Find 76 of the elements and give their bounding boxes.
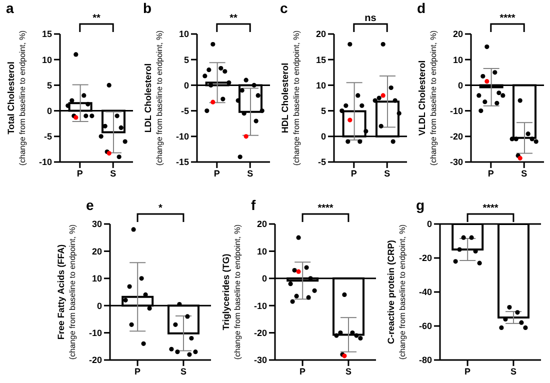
y-tick-label: 20 xyxy=(256,219,267,230)
y-tick-label: 0 xyxy=(262,274,267,284)
y-axis-title: HDL Cholesterol (change from baseline to endpoint, %) xyxy=(280,30,301,166)
y-tick-label: 10 xyxy=(178,29,189,40)
y-tick-label: 0 xyxy=(46,106,52,116)
x-tick-label: P xyxy=(464,366,471,376)
y-tick-label: 5 xyxy=(184,54,189,65)
y-tick-label: -40 xyxy=(418,287,432,298)
text: * xyxy=(158,203,163,214)
y-axis-title: Total Cholesterol (change from baseline to endpoint, %) xyxy=(6,30,27,166)
y-tick-label: -20 xyxy=(88,355,102,366)
y-tick-label: 0 xyxy=(458,80,463,90)
y-tick-label: -10 xyxy=(176,132,189,142)
text: ns xyxy=(364,13,377,24)
x-tick-label: S xyxy=(384,168,390,178)
x-tick-label: S xyxy=(110,168,116,178)
y-tick-label: -10 xyxy=(254,300,267,311)
y-tick-label: 5 xyxy=(46,80,52,90)
y-tick-label: -20 xyxy=(254,328,267,338)
y-tick-label: -60 xyxy=(418,321,432,332)
y-tick-label: 15 xyxy=(42,29,52,40)
text: **** xyxy=(482,203,498,214)
y-tick-label: -10 xyxy=(38,157,52,168)
y-tick-label: -20 xyxy=(418,253,432,264)
y-axis-title: C-reactive protein (CRP) (change from baseline to endpoint, %) xyxy=(386,224,407,360)
x-tick-label: S xyxy=(247,168,254,178)
text: ** xyxy=(92,13,100,24)
y-tick-label: -10 xyxy=(88,328,102,338)
y-axis-title: VLDL Cholesterol (change from baseline to endpoint, %) xyxy=(417,30,438,166)
y-tick-label: 20 xyxy=(92,246,102,256)
y-tick-label: -30 xyxy=(450,157,463,168)
y-tick-label: 10 xyxy=(92,274,102,284)
x-tick-label: P xyxy=(214,168,220,178)
text: ** xyxy=(230,13,238,24)
chart-title: a xyxy=(6,0,14,16)
y-tick-label: -15 xyxy=(176,157,189,168)
y-tick-label: 10 xyxy=(42,54,52,65)
y-axis-title: LDL Cholesterol (change from baseline to endpoint, %) xyxy=(143,30,164,166)
y-tick-label: 0 xyxy=(96,300,102,311)
y-tick-label: 10 xyxy=(316,80,326,90)
x-tick-label: P xyxy=(488,168,494,178)
chart-title: e xyxy=(86,197,94,213)
y-tick-label: -10 xyxy=(450,106,463,116)
x-tick-label: S xyxy=(180,366,186,376)
y-tick-label: 10 xyxy=(452,54,463,65)
y-tick-label: -30 xyxy=(254,355,267,366)
y-tick-label: 30 xyxy=(92,219,102,230)
y-tick-label: 0 xyxy=(426,219,432,230)
y-tick-label: 20 xyxy=(316,29,326,40)
y-tick-label: -5 xyxy=(44,132,52,142)
x-tick-label: P xyxy=(300,366,306,376)
chart-title: f xyxy=(251,197,256,213)
y-tick-label: 5 xyxy=(320,106,326,116)
x-tick-label: S xyxy=(510,366,516,376)
text: **** xyxy=(318,203,334,214)
text: **** xyxy=(500,13,516,24)
x-tick-label: P xyxy=(76,168,83,178)
y-axis-title: Triglycerides (TG) (change from baseline to endpoint, %) xyxy=(221,224,242,360)
y-axis-title: Free Fatty Acids (FFA) (change from baseline to endpoint, %) xyxy=(56,224,77,360)
y-tick-label: 20 xyxy=(452,29,463,40)
chart-title: d xyxy=(417,0,426,16)
y-tick-label: 10 xyxy=(256,246,267,256)
y-tick-label: 0 xyxy=(184,80,189,90)
y-tick-label: -20 xyxy=(450,132,463,142)
y-tick-label: -5 xyxy=(180,106,189,116)
chart-title: b xyxy=(143,0,152,16)
x-tick-label: P xyxy=(134,366,141,376)
x-tick-label: S xyxy=(345,366,352,376)
y-tick-label: -80 xyxy=(418,355,432,366)
x-tick-label: P xyxy=(350,168,357,178)
chart-title: g xyxy=(416,197,425,213)
y-tick-label: 0 xyxy=(320,132,326,142)
chart-title: c xyxy=(280,0,288,16)
x-tick-label: S xyxy=(521,168,528,178)
y-tick-label: -5 xyxy=(318,157,326,168)
y-tick-label: 15 xyxy=(316,54,326,65)
